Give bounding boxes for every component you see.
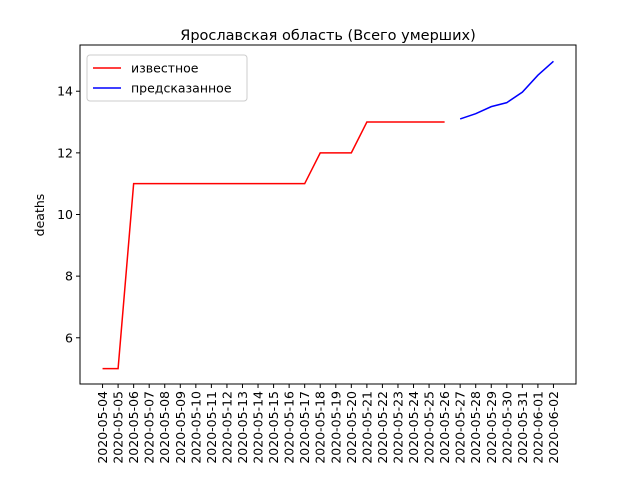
x-tick-label: 2020-05-15 [266, 391, 281, 464]
x-tick-label: 2020-05-14 [251, 391, 266, 464]
y-tick-label: 12 [57, 145, 73, 160]
x-tick-label: 2020-05-05 [111, 391, 126, 464]
x-tick-label: 2020-05-08 [157, 391, 172, 464]
legend-box [86, 54, 248, 102]
y-tick-label: 8 [65, 269, 73, 284]
line-series [459, 60, 554, 120]
x-tick-label: 2020-05-23 [390, 391, 405, 464]
x-tick-label: 2020-05-25 [422, 391, 437, 464]
legend-label: известное [131, 61, 199, 76]
x-tick-label: 2020-05-31 [515, 391, 530, 464]
x-tick-label: 2020-05-12 [219, 391, 234, 464]
x-tick-label: 2020-06-01 [530, 391, 545, 464]
x-tick-label: 2020-05-10 [188, 391, 203, 464]
y-tick-label: 6 [65, 330, 73, 345]
x-tick-label: 2020-05-20 [344, 391, 359, 464]
x-tick-label: 2020-05-22 [375, 391, 390, 464]
x-tick-label: 2020-05-18 [313, 391, 328, 464]
x-tick-label: 2020-05-19 [328, 391, 343, 464]
x-tick-label: 2020-05-26 [437, 391, 452, 464]
x-tick-label: 2020-05-17 [297, 391, 312, 464]
x-tick-label: 2020-05-11 [204, 391, 219, 464]
x-tick-label: 2020-05-29 [484, 391, 499, 464]
legend-label: предсказанное [131, 81, 232, 96]
x-tick-label: 2020-05-06 [126, 391, 141, 464]
x-tick-label: 2020-05-27 [453, 391, 468, 464]
x-tick-label: 2020-05-16 [282, 391, 297, 464]
y-tick-label: 10 [57, 207, 73, 222]
x-tick-label: 2020-05-04 [95, 391, 110, 464]
x-tick-label: 2020-05-24 [406, 391, 421, 464]
x-tick-label: 2020-05-09 [173, 391, 188, 464]
chart-title: Ярославская область (Всего умерших) [180, 28, 475, 44]
x-tick-label: 2020-05-30 [499, 391, 514, 464]
x-tick-label: 2020-05-21 [359, 391, 374, 464]
x-tick-label: 2020-05-07 [142, 391, 157, 464]
x-tick-label: 2020-05-13 [235, 391, 250, 464]
x-tick-label: 2020-05-28 [468, 391, 483, 464]
line-series [102, 121, 445, 370]
x-tick-label: 2020-06-02 [546, 391, 561, 464]
y-axis-label: deaths [32, 194, 47, 237]
y-tick-label: 14 [57, 84, 73, 99]
